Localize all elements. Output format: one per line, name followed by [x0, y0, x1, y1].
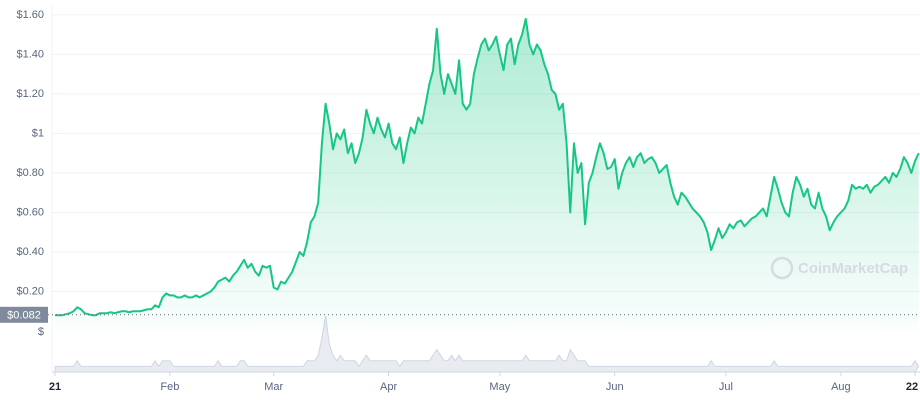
- x-tick-label: 22: [906, 381, 918, 393]
- volume-area: [54, 315, 920, 373]
- x-tick-label: Mar: [264, 381, 283, 393]
- reference-label: $0.082: [7, 310, 41, 322]
- x-tick-label: Apr: [380, 381, 397, 393]
- y-tick-label: $1.40: [16, 48, 44, 60]
- watermark: CoinMarketCap: [770, 256, 908, 280]
- x-tick-label: Aug: [831, 381, 851, 393]
- y-tick-label: $0.60: [16, 206, 44, 218]
- y-tick-label: $1.20: [16, 88, 44, 100]
- y-tick-label: $0.40: [16, 246, 44, 258]
- y-tick-label: $1.60: [16, 9, 44, 21]
- x-tick-label: May: [489, 381, 510, 393]
- watermark-text: CoinMarketCap: [798, 260, 908, 277]
- y-tick-label: $0.20: [16, 285, 44, 297]
- x-tick-label: Feb: [160, 381, 179, 393]
- reference-badge: [0, 306, 48, 323]
- price-area: [55, 18, 919, 332]
- volume-label: $: [38, 326, 44, 338]
- y-tick-label: $1: [32, 127, 44, 139]
- x-tick-label: 21: [49, 381, 61, 393]
- price-line: [55, 17, 920, 317]
- x-tick-label: Jun: [606, 381, 624, 393]
- x-tick-label: Jul: [719, 381, 733, 393]
- y-tick-label: $0.80: [16, 167, 44, 179]
